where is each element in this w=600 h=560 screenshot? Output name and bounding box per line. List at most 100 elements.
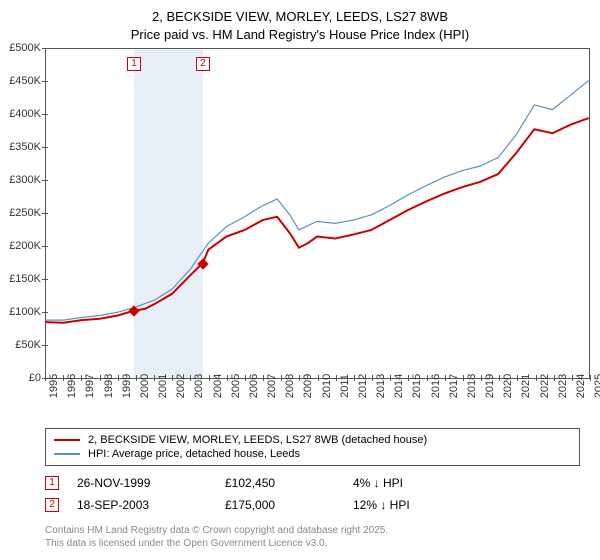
legend: 2, BECKSIDE VIEW, MORLEY, LEEDS, LS27 8W… bbox=[45, 428, 580, 466]
x-tick-label: 2020 bbox=[502, 374, 514, 398]
x-tick bbox=[445, 375, 446, 381]
x-tick bbox=[63, 375, 64, 381]
x-tick bbox=[536, 375, 537, 381]
x-tick-label: 1995 bbox=[48, 374, 60, 398]
legend-swatch bbox=[54, 439, 80, 441]
x-tick-label: 2006 bbox=[248, 374, 260, 398]
x-tick bbox=[245, 375, 246, 381]
y-axis: £0£50K£100K£150K£200K£250K£300K£350K£400… bbox=[0, 48, 45, 378]
y-tick-label: £300K bbox=[9, 174, 41, 186]
x-tick bbox=[154, 375, 155, 381]
sale-notes: 1 26-NOV-1999 £102,450 4% ↓ HPI 2 18-SEP-2003… bbox=[45, 472, 410, 516]
footer-line1: Contains HM Land Registry data © Crown c… bbox=[45, 524, 388, 537]
x-tick-label: 2008 bbox=[284, 374, 296, 398]
x-tick-label: 2007 bbox=[266, 374, 278, 398]
x-tick bbox=[136, 375, 137, 381]
x-tick bbox=[554, 375, 555, 381]
x-tick-label: 1996 bbox=[66, 374, 78, 398]
chart-container: 2, BECKSIDE VIEW, MORLEY, LEEDS, LS27 8W… bbox=[0, 0, 600, 560]
y-tick-label: £400K bbox=[9, 108, 41, 120]
x-tick-label: 2016 bbox=[430, 374, 442, 398]
x-tick bbox=[190, 375, 191, 381]
x-tick bbox=[336, 375, 337, 381]
x-tick bbox=[427, 375, 428, 381]
series-line bbox=[45, 81, 588, 321]
x-tick bbox=[408, 375, 409, 381]
x-tick bbox=[390, 375, 391, 381]
x-tick bbox=[318, 375, 319, 381]
x-tick-label: 2009 bbox=[302, 374, 314, 398]
x-tick-label: 2001 bbox=[157, 374, 169, 398]
x-tick-label: 2000 bbox=[139, 374, 151, 398]
series-line bbox=[45, 118, 588, 323]
x-tick bbox=[45, 375, 46, 381]
x-tick bbox=[81, 375, 82, 381]
x-tick-label: 2005 bbox=[230, 374, 242, 398]
x-tick-label: 2021 bbox=[520, 374, 532, 398]
y-tick-label: £0 bbox=[29, 372, 41, 384]
x-tick bbox=[481, 375, 482, 381]
note-id-box: 2 bbox=[45, 498, 59, 512]
y-tick-label: £100K bbox=[9, 306, 41, 318]
legend-swatch bbox=[54, 453, 80, 454]
note-date: 18-SEP-2003 bbox=[77, 498, 207, 512]
note-diff: 12% ↓ HPI bbox=[353, 498, 410, 512]
x-tick-label: 2004 bbox=[212, 374, 224, 398]
x-tick bbox=[299, 375, 300, 381]
plot-area: 12 bbox=[45, 48, 590, 378]
legend-row: 2, BECKSIDE VIEW, MORLEY, LEEDS, LS27 8W… bbox=[54, 433, 571, 447]
x-tick bbox=[354, 375, 355, 381]
x-tick-label: 2003 bbox=[193, 374, 205, 398]
x-tick bbox=[572, 375, 573, 381]
x-tick bbox=[227, 375, 228, 381]
x-tick bbox=[263, 375, 264, 381]
x-tick bbox=[172, 375, 173, 381]
y-tick-label: £500K bbox=[9, 42, 41, 54]
x-tick-label: 2013 bbox=[375, 374, 387, 398]
title-line1: 2, BECKSIDE VIEW, MORLEY, LEEDS, LS27 8W… bbox=[10, 8, 590, 26]
y-tick-label: £250K bbox=[9, 207, 41, 219]
note-price: £102,450 bbox=[225, 476, 335, 490]
legend-label: HPI: Average price, detached house, Leed… bbox=[88, 448, 300, 460]
x-tick-label: 1997 bbox=[84, 374, 96, 398]
y-tick-label: £450K bbox=[9, 75, 41, 87]
x-tick bbox=[517, 375, 518, 381]
x-tick-label: 2018 bbox=[466, 374, 478, 398]
y-tick-label: £150K bbox=[9, 273, 41, 285]
y-tick-label: £50K bbox=[15, 339, 41, 351]
note-date: 26-NOV-1999 bbox=[77, 476, 207, 490]
x-tick-label: 2014 bbox=[393, 374, 405, 398]
x-tick-label: 2002 bbox=[175, 374, 187, 398]
marker-box: 1 bbox=[127, 57, 141, 71]
title-block: 2, BECKSIDE VIEW, MORLEY, LEEDS, LS27 8W… bbox=[10, 8, 590, 43]
x-tick-label: 2010 bbox=[321, 374, 333, 398]
legend-label: 2, BECKSIDE VIEW, MORLEY, LEEDS, LS27 8W… bbox=[88, 434, 427, 446]
x-tick-label: 2017 bbox=[448, 374, 460, 398]
line-plot bbox=[45, 49, 589, 378]
x-tick-label: 1998 bbox=[103, 374, 115, 398]
footer-line2: This data is licensed under the Open Gov… bbox=[45, 537, 388, 550]
x-tick bbox=[463, 375, 464, 381]
x-tick-label: 2024 bbox=[575, 374, 587, 398]
y-tick-label: £200K bbox=[9, 240, 41, 252]
x-tick bbox=[281, 375, 282, 381]
x-tick-label: 2025 bbox=[593, 374, 600, 398]
note-price: £175,000 bbox=[225, 498, 335, 512]
x-tick bbox=[209, 375, 210, 381]
x-tick-label: 2012 bbox=[357, 374, 369, 398]
x-tick-label: 2022 bbox=[539, 374, 551, 398]
note-row: 1 26-NOV-1999 £102,450 4% ↓ HPI bbox=[45, 472, 410, 494]
y-tick-label: £350K bbox=[9, 141, 41, 153]
marker-box: 2 bbox=[196, 57, 210, 71]
x-tick bbox=[372, 375, 373, 381]
note-diff: 4% ↓ HPI bbox=[353, 476, 403, 490]
x-tick-label: 2011 bbox=[339, 374, 351, 398]
note-row: 2 18-SEP-2003 £175,000 12% ↓ HPI bbox=[45, 494, 410, 516]
x-tick bbox=[590, 375, 591, 381]
x-tick bbox=[118, 375, 119, 381]
x-tick-label: 2019 bbox=[484, 374, 496, 398]
note-id-box: 1 bbox=[45, 476, 59, 490]
x-tick-label: 1999 bbox=[121, 374, 133, 398]
x-tick bbox=[499, 375, 500, 381]
footer: Contains HM Land Registry data © Crown c… bbox=[45, 524, 388, 550]
